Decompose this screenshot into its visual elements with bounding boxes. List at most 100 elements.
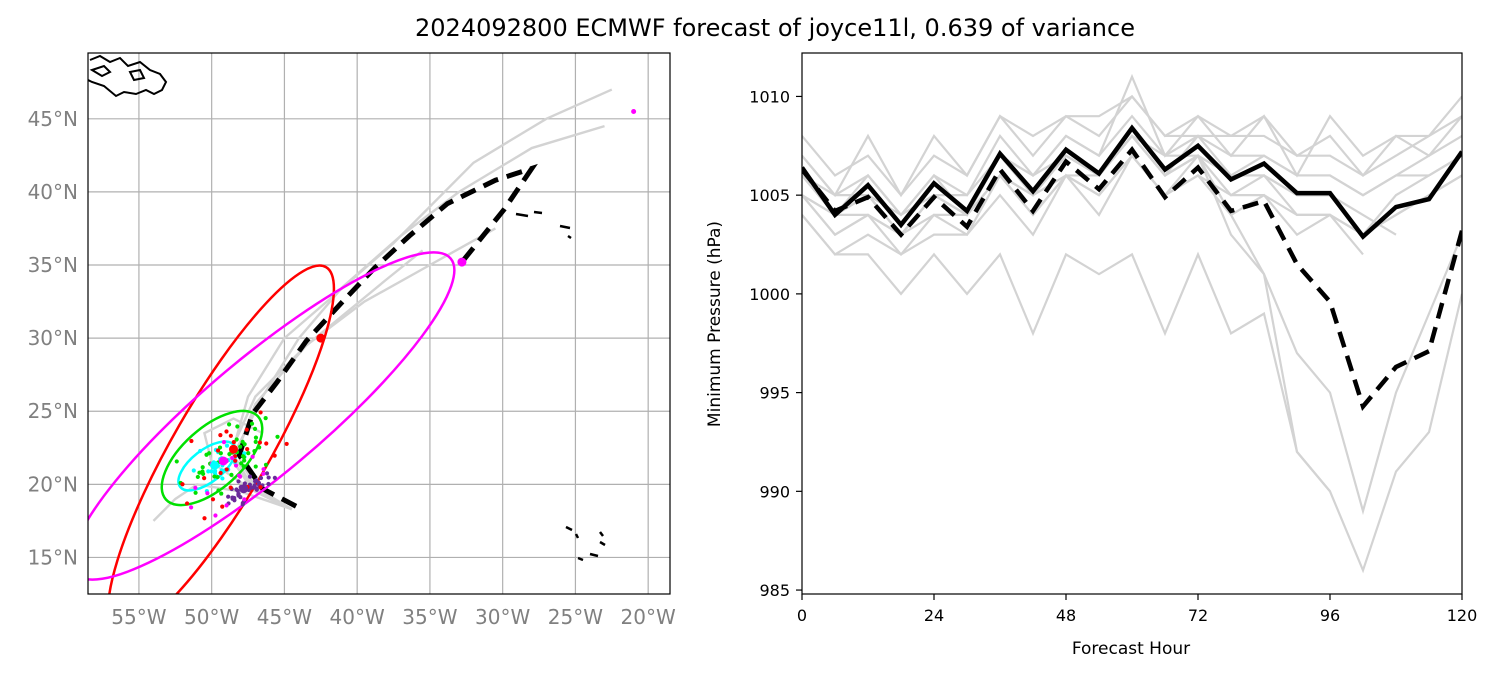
x-ticklabel: 48 [1056,606,1076,625]
highlighted-position [316,333,326,343]
ensemble-member-line [802,134,1462,574]
map-y-ticklabel: 25°N [28,399,78,423]
map-gridlines [88,53,670,594]
ensemble-track [152,483,293,522]
member-position-dot [264,471,270,476]
member-position-dot [228,485,233,490]
ensemble-member-line [802,95,1462,198]
member-position-dot [240,454,246,459]
highlighted-position [218,456,228,466]
coastline-fragment [89,64,112,78]
member-position-dot [209,469,214,474]
member-position-dot [254,478,259,483]
map-y-ticklabel: 30°N [28,326,78,350]
ensemble-member-line [802,214,1331,493]
member-position-dot [217,445,223,450]
member-position-dot [224,503,229,508]
x-axis-label: Forecast Hour [1072,639,1190,659]
member-position-dot [236,479,241,484]
ts-y-ticks: 985 990 995 1000 1005 1010 [749,87,802,600]
mean-track [236,163,538,509]
map-y-ticklabel: 45°N [28,107,78,131]
member-position-dot [180,482,185,487]
ts-frame [801,52,1463,595]
green-ellipse [160,409,264,507]
coastlines [88,54,606,562]
ensemble-member-line [802,73,1462,217]
member-position-dot [189,505,194,510]
member-position-dot [275,434,280,439]
x-ticklabel: 120 [1447,606,1478,625]
member-position-dot [220,504,225,509]
member-position-dot [198,448,203,454]
member-position-dot [272,475,277,480]
map-x-ticklabel: 35°W [402,605,457,629]
member-position-dot [242,442,247,447]
member-position-dot [233,458,238,463]
highlighted-position [239,484,249,494]
ensemble-track [232,249,424,511]
member-position-dot [258,410,263,415]
map-x-ticklabel: 20°W [621,605,676,629]
member-position-dot [207,451,212,456]
member-position-dot [253,435,259,440]
member-position-dot [218,470,223,476]
member-position-dot [257,445,262,450]
member-position-dot [235,424,240,429]
track-map-panel: 55°W 50°W 45°W 40°W 35°W 30°W 25°W 20°W 15°N 20°… [28,52,676,629]
map-y-ticklabel: 15°N [28,545,78,569]
highlighted-position [631,108,637,114]
member-position-dot [261,471,266,476]
member-position-dot [266,481,271,487]
member-position-dot [184,501,190,506]
mean-pressure-line [802,124,1462,240]
y-ticklabel: 1000 [749,285,790,304]
member-position-dot [247,474,253,479]
member-position-dot [242,497,247,502]
member-position-dot [246,451,251,456]
member-position-dot [252,449,257,454]
map-y-ticklabel: 40°N [28,180,78,204]
magenta-ellipse [88,251,456,581]
member-position-dot [210,497,216,502]
member-position-dot [224,467,229,472]
y-axis-label: Minimum Pressure (hPa) [705,221,725,427]
member-position-dot [224,443,230,448]
member-position-dot [202,516,207,521]
member-position-dot [213,468,218,474]
map-y-ticklabels: 15°N 20°N 25°N 30°N 35°N 40°N 45°N [28,107,78,570]
member-position-dot [219,491,224,496]
x-ticklabel: 0 [797,606,807,625]
member-position-dot [242,458,247,463]
y-ticklabel: 1005 [749,186,790,205]
map-x-ticklabel: 55°W [111,605,166,629]
ensemble-track [232,124,605,511]
member-position-dot [230,496,235,501]
member-position-dot [200,465,205,470]
member-position-dot [263,416,268,421]
pressure-timeseries-panel: 0 24 48 72 96 120 985 990 995 1000 1005 1010 Forec… [705,52,1478,659]
member-position-dot [229,472,234,477]
ensemble-member-line [802,134,1462,516]
member-position-dot [236,491,241,497]
member-position-dot [240,500,245,506]
coastline-fragment [128,68,146,82]
member-position-dot [224,429,229,434]
member-position-dot [233,463,239,468]
figure-title: 2024092800 ECMWF forecast of joyce11l, 0… [415,14,1135,42]
member-position-dot [221,440,227,445]
member-position-dot [220,476,225,481]
highlighted-position [210,460,220,470]
ensemble-member-line [802,94,1462,197]
ensemble-track [232,88,613,511]
member-position-dot [228,433,233,438]
map-x-ticklabel: 50°W [184,605,239,629]
member-position-dot [236,473,242,478]
member-position-dot [238,444,243,449]
highlighted-positions [210,108,637,494]
member-position-dot [261,467,266,472]
member-position-dot [195,474,200,480]
map-y-ticklabel: 20°N [28,472,78,496]
member-position-dot [253,439,258,444]
member-position-dot [252,426,258,431]
